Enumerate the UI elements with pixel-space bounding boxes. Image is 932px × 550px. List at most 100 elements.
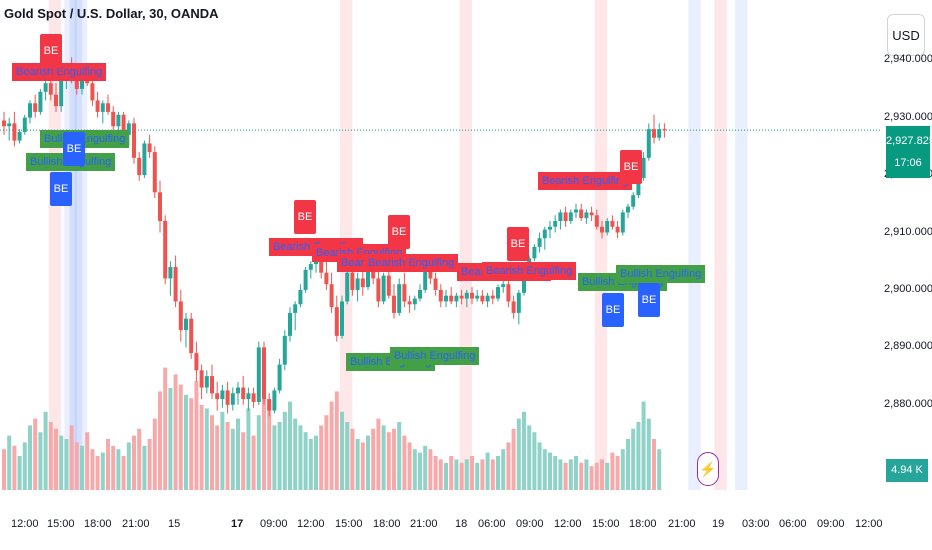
volume-bar	[225, 422, 230, 490]
time-tick-label: 18:00	[84, 518, 112, 530]
be-tag-bearish: BE	[507, 227, 529, 261]
volume-bar	[386, 432, 391, 490]
candle-body	[657, 129, 662, 138]
volume-bar	[402, 435, 407, 490]
candle-body	[594, 215, 599, 227]
candle-body	[506, 284, 511, 302]
candle-body	[324, 272, 329, 285]
volume-bar	[636, 422, 641, 490]
candle-body	[116, 114, 121, 127]
volume-bar	[501, 449, 506, 490]
volume-bar	[267, 405, 272, 490]
candlestick-chart[interactable]	[0, 0, 880, 510]
volume-bar	[506, 442, 511, 490]
volume-bar	[355, 439, 360, 490]
volume-bar	[548, 452, 552, 490]
candle-body	[334, 307, 339, 336]
volume-bar	[522, 411, 526, 490]
volume-bar	[584, 459, 589, 490]
volume-bar	[241, 432, 246, 490]
price-scale[interactable]: USD 2,940.0002,930.0002,920.0002,910.000…	[880, 0, 932, 510]
volume-bar	[542, 449, 547, 490]
chart-area[interactable]: Gold Spot / U.S. Dollar, 30, OANDA Beari…	[0, 0, 880, 510]
candle-body	[54, 94, 58, 107]
volume-bar	[397, 422, 402, 490]
volume-bar	[428, 449, 433, 490]
candle-body	[433, 278, 438, 290]
volume-bar	[615, 456, 620, 490]
volume-bar	[204, 408, 209, 490]
candle-body	[262, 347, 266, 400]
volume-bar	[2, 449, 6, 490]
volume-bar	[33, 418, 38, 490]
candle-body	[74, 77, 79, 89]
candle-body	[397, 284, 402, 313]
candle-body	[158, 192, 162, 222]
volume-bar	[537, 442, 542, 490]
candle-body	[553, 221, 558, 227]
volume-bar	[199, 405, 204, 490]
volume-bar	[371, 428, 376, 490]
candle-body	[600, 226, 604, 233]
candle-body	[272, 390, 277, 411]
be-tag-bearish: BE	[388, 215, 410, 249]
candle-body	[537, 238, 542, 247]
candle-body	[485, 295, 490, 302]
volume-bar	[568, 459, 573, 490]
volume-bar	[64, 439, 69, 490]
volume-bar	[28, 425, 32, 490]
volume-bar	[438, 459, 443, 490]
candle-body	[220, 390, 225, 400]
volume-bar	[163, 367, 168, 490]
volume-bar	[579, 462, 584, 490]
time-tick-label: 21:00	[122, 518, 150, 530]
candle-body	[454, 295, 459, 302]
price-tick-label: 2,930.000	[884, 110, 932, 123]
volume-bar	[69, 425, 74, 490]
price-tick-label: 2,880.000	[884, 397, 932, 410]
volume-bar	[470, 456, 474, 490]
candle-body	[189, 318, 194, 354]
pattern-highlight-band	[688, 0, 701, 490]
volume-bar	[485, 452, 490, 490]
volume-bar	[74, 442, 79, 490]
volume-bar	[480, 459, 485, 490]
volume-bar	[449, 456, 454, 490]
candle-body	[215, 393, 220, 400]
time-tick-label: 12:00	[554, 518, 582, 530]
time-tick-label: 06:00	[779, 518, 807, 530]
volume-bar	[303, 432, 308, 490]
time-scale[interactable]: 12:00 15:00 18:00 21:00 15 17 09:00 12:00 15:00 1…	[0, 510, 883, 550]
volume-bar	[215, 425, 220, 490]
symbol-title[interactable]: Gold Spot / U.S. Dollar, 30, OANDA	[4, 6, 219, 21]
candle-body	[230, 393, 235, 405]
volume-bar	[220, 411, 225, 490]
volume-bar	[184, 394, 188, 490]
volume-bar	[298, 425, 303, 490]
volume-bar	[376, 418, 381, 490]
candle-body	[126, 123, 131, 135]
candle-body	[204, 376, 209, 388]
lightning-icon[interactable]: ⚡	[697, 452, 719, 486]
candle-body	[132, 123, 136, 158]
volume-bar	[464, 459, 469, 490]
volume-bar	[475, 462, 480, 490]
volume-bar	[459, 462, 464, 490]
candle-body	[438, 289, 443, 302]
volume-bar	[652, 439, 656, 490]
candle-body	[59, 80, 64, 107]
volume-bar	[314, 435, 318, 490]
candle-body	[267, 399, 272, 411]
candle-body	[355, 278, 360, 290]
volume-bar	[589, 466, 594, 490]
volume-bar	[293, 418, 298, 490]
volume-bar	[178, 384, 183, 490]
volume-bar	[360, 442, 365, 490]
candle-body	[475, 295, 480, 299]
volume-bar	[116, 449, 121, 490]
currency-button[interactable]: USD	[887, 14, 925, 56]
volume-bar	[54, 428, 58, 490]
last-price-badge: 2,927.825 17:06	[886, 126, 932, 178]
candle-body	[496, 287, 500, 299]
candle-body	[381, 275, 386, 302]
